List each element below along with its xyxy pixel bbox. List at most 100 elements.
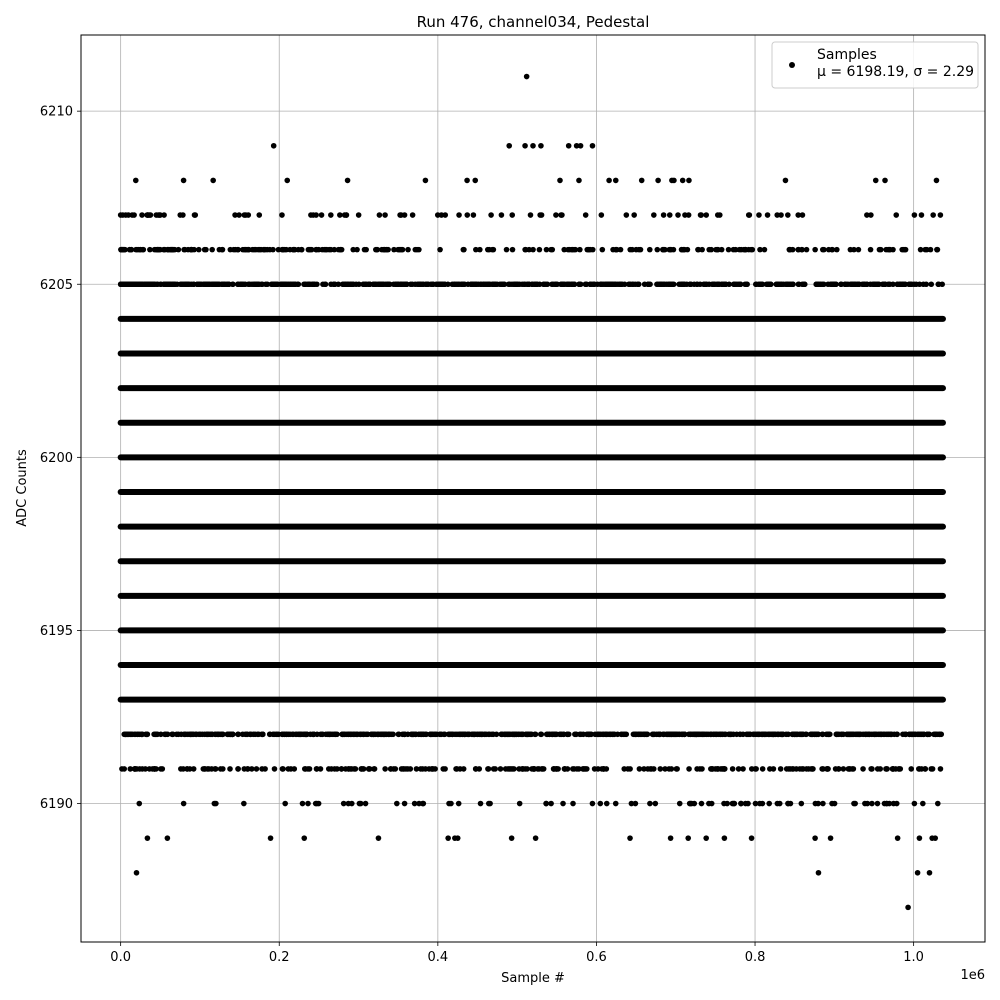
data-point <box>212 766 219 772</box>
data-point <box>554 766 560 772</box>
data-point <box>371 731 377 738</box>
data-point <box>937 212 944 218</box>
data-point <box>669 177 675 184</box>
data-point <box>864 281 870 288</box>
data-point <box>241 800 247 807</box>
data-point <box>772 731 778 738</box>
data-point <box>328 246 334 253</box>
data-point <box>599 281 605 288</box>
data-point <box>147 246 153 253</box>
data-point <box>470 212 477 218</box>
data-point <box>256 246 263 253</box>
data-point <box>740 766 746 772</box>
data-point <box>305 800 311 807</box>
data-point <box>564 281 571 288</box>
data-point <box>343 212 350 218</box>
data-point <box>477 800 484 807</box>
data-point <box>652 800 659 807</box>
data-point <box>484 246 491 253</box>
data-point <box>295 246 302 253</box>
data-point <box>347 766 354 772</box>
data-point <box>405 246 411 253</box>
data-point <box>724 800 730 807</box>
data-point <box>819 246 826 253</box>
data-point <box>681 246 688 253</box>
data-point <box>759 800 766 807</box>
data-point <box>803 766 810 772</box>
data-point <box>236 212 242 218</box>
data-point <box>358 766 365 772</box>
data-point <box>198 281 205 288</box>
data-point <box>312 800 319 807</box>
data-point <box>118 281 124 288</box>
data-point <box>884 800 890 807</box>
data-point <box>553 281 560 288</box>
data-point <box>787 800 794 807</box>
data-point <box>159 766 166 772</box>
data-point <box>864 212 870 218</box>
data-point <box>577 281 584 288</box>
data-point <box>281 246 288 253</box>
data-point <box>869 731 875 738</box>
data-point <box>867 246 874 253</box>
data-point <box>559 212 565 218</box>
data-point <box>687 731 694 738</box>
data-point <box>711 281 717 288</box>
data-point <box>667 731 674 738</box>
data-point <box>876 281 882 288</box>
x-axis-label: Sample # <box>501 971 565 986</box>
data-point <box>245 212 252 218</box>
data-point <box>498 212 505 218</box>
data-point <box>864 800 871 807</box>
data-point <box>363 246 369 253</box>
data-point <box>918 212 925 218</box>
data-point <box>411 800 418 807</box>
data-point <box>373 246 379 253</box>
data-point <box>488 212 494 218</box>
data-points <box>117 73 946 911</box>
legend-stats: μ = 6198.19, σ = 2.29 <box>817 64 974 80</box>
data-point <box>285 766 292 772</box>
data-point <box>401 800 408 807</box>
data-point <box>283 281 289 288</box>
data-point <box>440 766 447 772</box>
data-point <box>917 246 924 253</box>
data-point <box>667 835 674 841</box>
data-point <box>397 212 403 218</box>
data-point <box>612 177 619 184</box>
data-point <box>497 281 503 288</box>
data-point <box>703 212 710 218</box>
data-point <box>301 766 308 772</box>
data-point <box>398 246 405 253</box>
data-point <box>187 731 193 738</box>
data-point <box>905 904 911 911</box>
data-point <box>647 800 653 807</box>
data-point <box>170 281 176 288</box>
data-point <box>757 246 763 253</box>
data-point <box>874 800 881 807</box>
data-point <box>614 731 621 738</box>
data-point <box>139 212 145 218</box>
data-point <box>170 731 176 738</box>
data-point <box>929 766 936 772</box>
data-point <box>301 835 308 841</box>
data-point <box>570 766 576 772</box>
data-point <box>612 800 619 807</box>
data-point <box>513 731 519 738</box>
data-point <box>331 281 337 288</box>
data-point <box>632 731 639 738</box>
data-point <box>825 281 831 288</box>
y-tick-label: 6200 <box>40 451 73 466</box>
data-point <box>538 212 545 218</box>
data-point <box>819 731 826 738</box>
data-point <box>882 281 888 288</box>
data-point <box>184 766 190 772</box>
data-point <box>524 281 531 288</box>
data-point <box>227 246 234 253</box>
data-point <box>569 246 576 253</box>
legend-stats-mean: μ = 6198.19, <box>817 64 913 80</box>
data-point <box>869 766 875 772</box>
data-point <box>139 246 146 253</box>
data-point <box>749 246 756 253</box>
